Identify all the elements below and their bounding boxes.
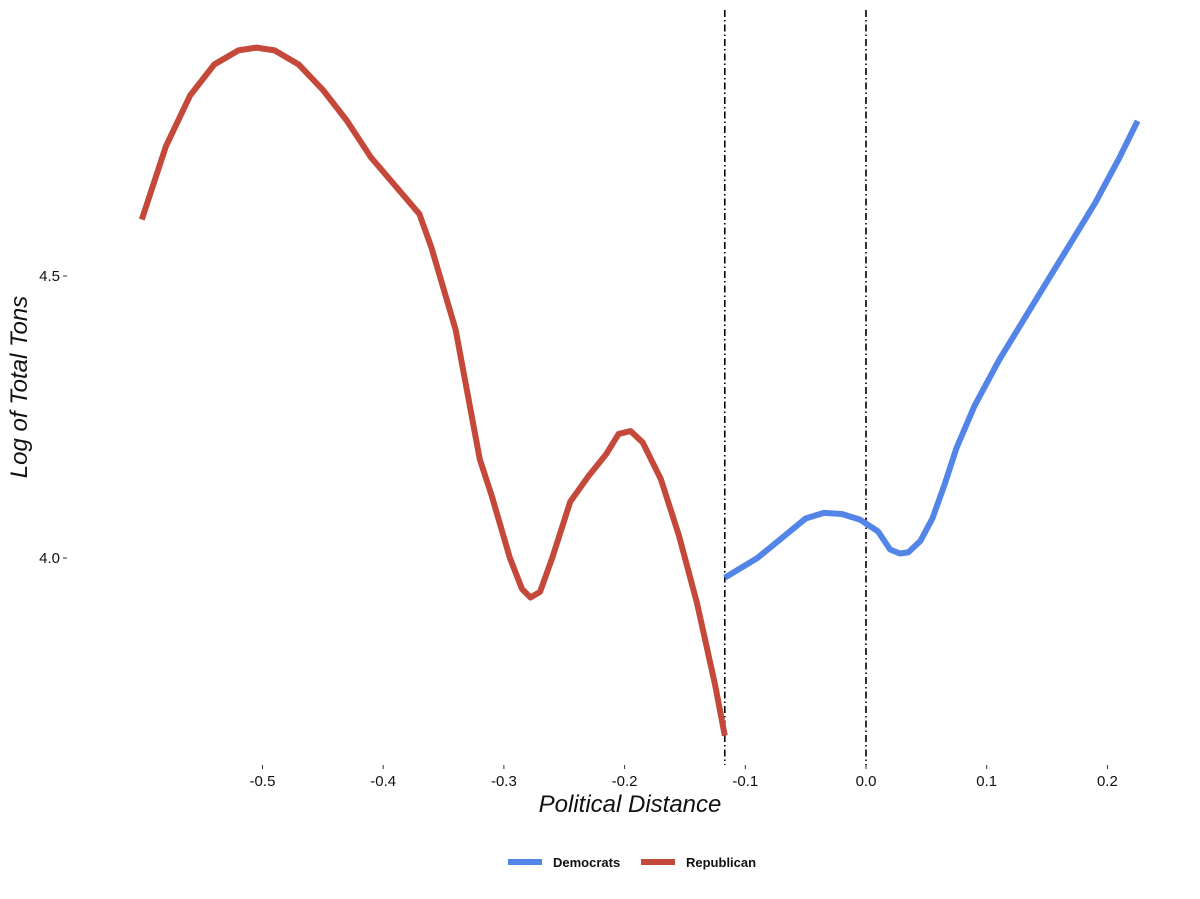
x-tick-label: -0.4 (370, 773, 396, 790)
legend-label-democrats: Democrats (553, 855, 620, 870)
y-axis-title: Log of Total Tons (6, 296, 33, 478)
legend: Democrats Republican (508, 855, 756, 870)
series-line-republican (138, 44, 728, 737)
x-tick-label: -0.1 (732, 773, 758, 790)
series-line-democrats (723, 119, 1141, 581)
x-tick-label: -0.5 (250, 773, 276, 790)
x-tick-label: 0.1 (976, 773, 997, 790)
x-tick-label: -0.3 (491, 773, 517, 790)
x-axis: -0.5 -0.4 -0.3 -0.2 -0.1 0.0 0.1 0.2 (250, 765, 1118, 790)
y-axis: 4.0 4.5 (39, 268, 67, 567)
x-tick-label: -0.2 (612, 773, 638, 790)
y-tick-label: 4.0 (39, 550, 60, 567)
plot-area (138, 10, 1141, 765)
x-tick-label: 0.0 (856, 773, 877, 790)
y-tick-label: 4.5 (39, 268, 60, 285)
x-tick-label: 0.2 (1097, 773, 1118, 790)
legend-label-republican: Republican (686, 855, 756, 870)
x-axis-title: Political Distance (539, 791, 722, 818)
